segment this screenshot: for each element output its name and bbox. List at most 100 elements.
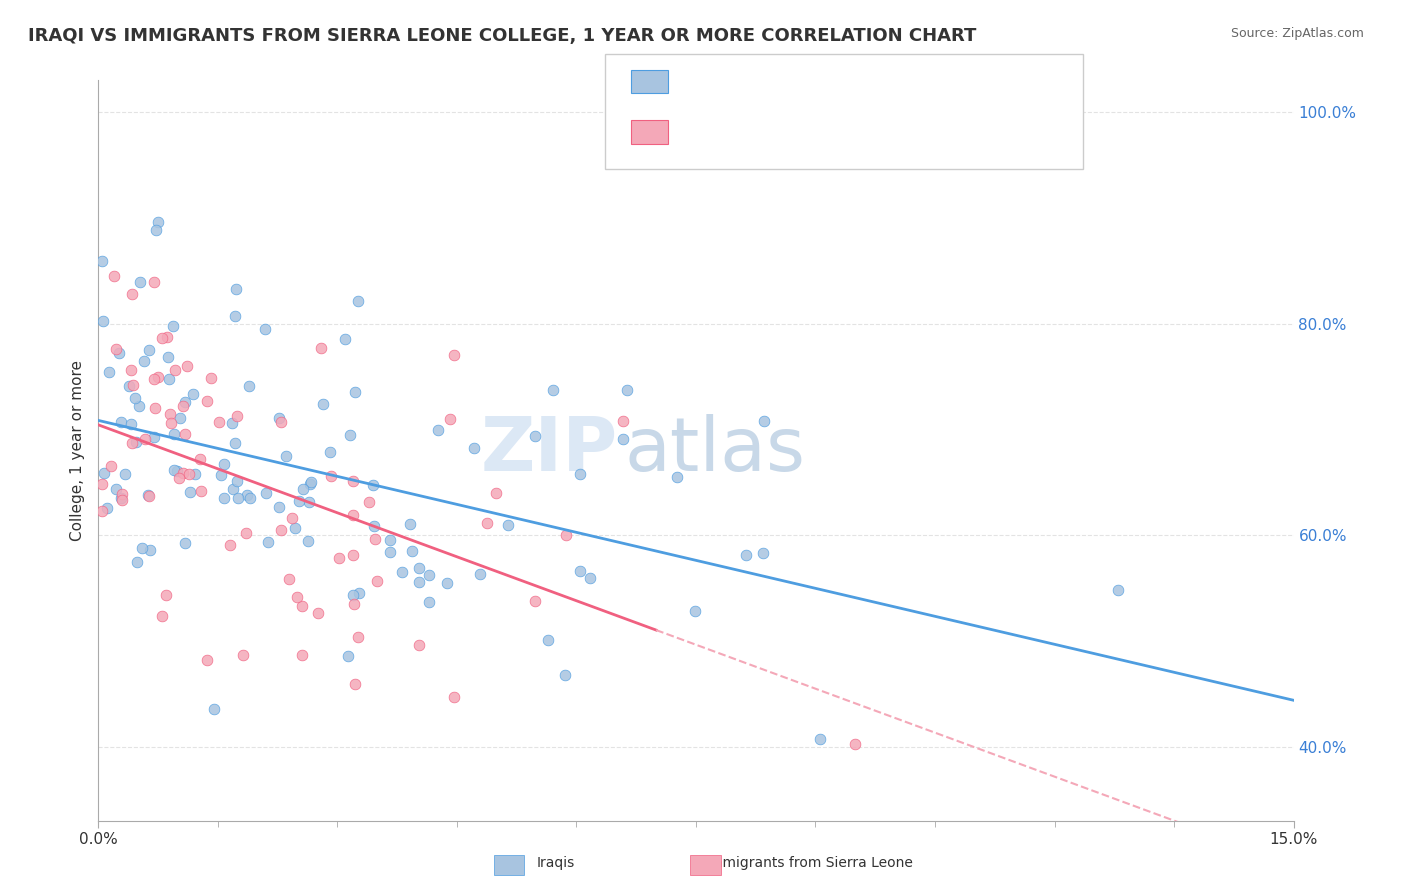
Point [359,495,381,509]
Point [238,379,260,393]
Point [103,269,125,284]
Point [110,487,132,501]
Point [270,524,292,538]
Point [347,585,370,599]
Point [159,407,181,421]
Point [524,594,547,608]
Point [418,594,440,608]
Text: Immigrants from Sierra Leone: Immigrants from Sierra Leone [704,855,912,870]
Point [485,486,508,500]
Point [105,483,128,497]
Point [319,445,342,459]
Point [298,476,321,491]
Point [110,416,132,430]
Point [336,649,359,664]
Point [104,342,127,356]
Point [146,369,169,384]
Point [174,394,197,409]
Point [93,466,115,480]
Point [443,690,465,704]
Point [436,575,458,590]
Point [212,491,235,505]
Point [277,572,299,586]
Point [232,648,254,662]
Point [179,484,201,499]
Point [138,343,160,357]
Point [569,564,592,578]
Text: IRAQI VS IMMIGRANTS FROM SIERRA LEONE COLLEGE, 1 YEAR OR MORE CORRELATION CHART: IRAQI VS IMMIGRANTS FROM SIERRA LEONE CO… [28,27,977,45]
Point [127,555,149,569]
Point [166,464,188,478]
Point [311,341,333,355]
Point [110,491,132,505]
Point [143,430,166,444]
Point [239,491,262,505]
Point [524,429,547,443]
Point [287,493,309,508]
Point [155,588,177,602]
Y-axis label: College, 1 year or more: College, 1 year or more [69,360,84,541]
Point [463,442,485,456]
Point [188,452,211,467]
Point [616,383,638,397]
Text: Source: ZipAtlas.com: Source: ZipAtlas.com [1230,27,1364,40]
Point [363,519,385,533]
Point [146,215,169,229]
Point [226,491,249,506]
Point [343,677,366,691]
Point [91,476,114,491]
Point [138,489,160,503]
Point [391,565,413,579]
Point [554,668,576,682]
Text: R = -0.362    N =  70: R = -0.362 N = 70 [679,121,852,139]
Point [200,371,222,385]
Point [225,282,247,296]
Point [543,383,565,397]
Point [328,551,350,566]
Point [202,702,225,716]
Point [111,493,134,508]
Point [735,549,758,563]
Point [118,379,141,393]
Point [225,474,247,488]
Point [132,353,155,368]
Point [100,458,122,473]
Point [172,399,194,413]
Point [399,517,422,532]
Point [439,411,461,425]
Point [150,331,173,345]
Point [427,423,450,437]
Point [218,538,240,552]
Point [163,426,186,441]
Point [131,541,153,555]
Point [184,467,207,481]
Point [143,275,166,289]
Text: ZIP: ZIP [481,414,619,487]
Point [536,632,558,647]
Point [96,501,118,516]
Point [666,470,689,484]
Point [222,483,245,497]
Point [291,648,314,662]
Point [496,517,519,532]
Point [408,575,430,590]
Point [145,223,167,237]
Point [366,574,388,589]
Point [138,543,160,558]
Point [844,737,866,751]
Point [235,525,257,540]
Point [401,544,423,558]
Point [297,534,319,549]
Point [120,363,142,377]
Text: Iraqis: Iraqis [536,855,575,870]
Point [281,511,304,525]
Point [176,359,198,373]
Point [134,432,156,446]
Point [173,535,195,549]
Point [269,500,291,514]
Point [143,372,166,386]
Point [121,436,143,450]
Point [254,486,277,500]
Point [443,347,465,361]
Point [378,545,401,559]
